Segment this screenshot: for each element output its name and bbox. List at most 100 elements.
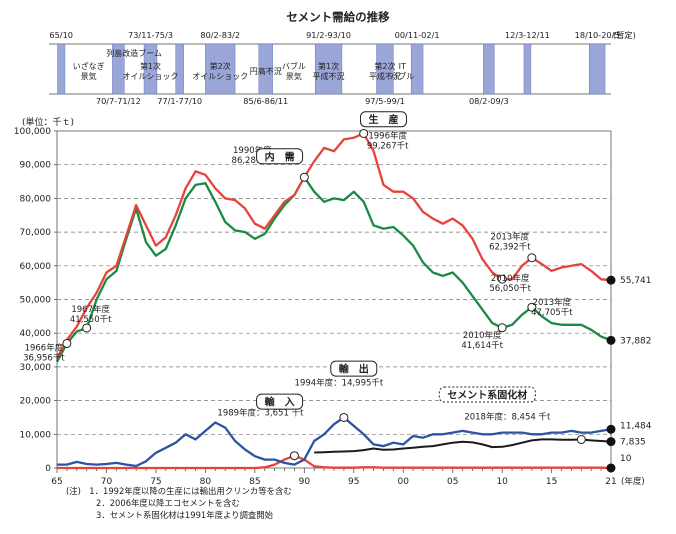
callout-label-line: 1967年度 [71, 304, 110, 315]
end-value-label: 10 [620, 454, 632, 464]
x-tick-label: 75 [150, 477, 161, 487]
recession-bar [175, 43, 184, 95]
series-tag-box [256, 393, 304, 410]
y-tick-label: 100,000 [14, 127, 51, 137]
callout-label: 2013年度 62,392千t [489, 232, 531, 253]
x-tick-label: 95 [348, 477, 359, 487]
recession-bar [258, 43, 273, 95]
callout-label: 1989年度：3,651 千t [217, 408, 304, 419]
recession-bar [410, 43, 424, 95]
chart-title: セメント需給の推移 [286, 10, 390, 24]
end-value-label: 7,835 [620, 438, 646, 448]
callout-label: 1996年度 99,267千t [367, 130, 409, 151]
series-tag-box [359, 111, 407, 128]
period-label: 列島改造ブーム [106, 48, 162, 58]
period-label-line: バブル [282, 61, 306, 71]
recession-top-label: 18/10-20/5 [575, 30, 620, 40]
callout-label-line: 1989年度：3,651 千t [217, 408, 304, 419]
series-tag-box [256, 148, 304, 165]
period-label: 第2次平成不況 [369, 61, 401, 81]
x-tick-label: 90 [299, 477, 311, 487]
period-label-line: 景気 [286, 71, 302, 81]
period-label-line: 平成不況 [369, 71, 401, 81]
callout-label-line: 56,050千t [489, 283, 531, 294]
recession-bar [523, 43, 532, 95]
callout-label-line: 1996年度 [368, 130, 407, 141]
y-tick-label: 70,000 [20, 228, 52, 238]
series-tag-box [438, 386, 536, 403]
series-line-0 [55, 132, 612, 360]
series-tag-label: 輸 入 [265, 396, 295, 409]
end-point-marker [606, 424, 616, 434]
footnote: 2．2006年度以降エコセメントを含む [96, 498, 240, 508]
recession-bar [143, 43, 158, 95]
footnote: (注) 1．1992年度以降の生産には輸出用クリンカ等を含む [66, 486, 292, 496]
provisional-label: (暫定) [613, 30, 636, 40]
y-tick-label: 10,000 [20, 430, 52, 440]
period-label: バブル景気 [282, 61, 306, 81]
period-label-line: オイルショック [122, 72, 178, 81]
recession-bottom-label: 70/7-71/12 [96, 96, 141, 106]
period-label: 第1次オイルショック [122, 61, 178, 81]
callout-marker [299, 172, 309, 182]
recession-bottom-label: 77/1-77/10 [157, 96, 202, 106]
callout-label-line: 41,550千t [70, 314, 112, 325]
y-tick-label: 80,000 [20, 194, 52, 204]
callout-label-line: 2013年度 [533, 297, 572, 308]
period-label: IT バブル [390, 62, 414, 81]
annotations: 55,741 37,882 11,484 7,835 10 1966年度 36,956千t 1… [23, 111, 652, 473]
period-label-line: IT [399, 62, 406, 71]
y-tick-label: 40,000 [20, 329, 52, 339]
callout-label-line: 86,286千t [232, 155, 274, 166]
footnote: 3．セメント系固化材は1991年度より調査開始 [96, 510, 274, 520]
series-line-2 [57, 416, 612, 468]
series-lines [55, 132, 612, 470]
callout-label-line: 2018年度：8,454 千t [464, 412, 551, 423]
recession-bar [57, 43, 66, 95]
period-label-line: 第1次 [318, 61, 339, 71]
end-point-marker [606, 463, 616, 473]
period-label-line: 景気 [81, 71, 97, 81]
callout-marker [576, 435, 586, 445]
end-point-marker [606, 275, 616, 285]
end-value-label: 55,741 [620, 276, 652, 286]
series-line-3 [57, 454, 612, 470]
callout-marker [497, 274, 507, 284]
recession-bar [112, 43, 125, 95]
timeline-band: 65/10 70/7-71/12 73/11-75/3 77/1-77/10 80/2-… [49, 30, 636, 106]
period-label-line: 第2次 [210, 61, 231, 71]
end-value-label: 11,484 [620, 421, 652, 431]
callout-label: 1966年度 36,956千t [23, 342, 65, 363]
callout-label: 2018年度：8,454 千t [464, 412, 551, 423]
callout-label-line: 1994年度：14,995千t [295, 377, 384, 388]
callout-label: 2013年度 47,705千t [531, 297, 573, 318]
y-tick-label: 30,000 [20, 363, 52, 373]
period-label-line: いざなぎ [73, 61, 105, 71]
y-tick-label: 90,000 [20, 161, 52, 171]
period-label: 第1次平成不況 [313, 61, 345, 81]
recession-bar [376, 43, 394, 95]
callout-marker [289, 451, 299, 461]
series-tag-label: 輸 出 [339, 363, 369, 376]
footnotes: (注) 1．1992年度以降の生産には輸出用クリンカ等を含む 2．2006年度以降… [66, 486, 292, 520]
callout-label-line: 41,614千t [461, 340, 503, 351]
y-tick-label: 0 [45, 464, 51, 474]
callout-marker [359, 128, 369, 138]
callout-marker [527, 302, 537, 312]
x-tick-label: 15 [546, 477, 557, 487]
callout-label-line: 2010年度 [491, 273, 530, 284]
recession-top-label: 80/2-83/2 [200, 30, 240, 40]
unit-label: (単位：千ｔ) [22, 116, 74, 128]
end-value-label: 37,882 [620, 336, 652, 346]
x-tick-label: 65 [51, 477, 62, 487]
recession-top-label: 65/10 [49, 30, 73, 40]
period-label-line: 第1次 [140, 61, 161, 71]
callout-label: 1990年度 86,286千t [232, 145, 274, 166]
recession-top-label: 00/11-02/1 [395, 30, 440, 40]
recession-bottom-label: 97/5-99/1 [365, 96, 405, 106]
y-tick-label: 20,000 [20, 397, 52, 407]
end-point-marker [606, 437, 616, 447]
x-axis: 65 70 75 80 85 90 95 00 05 10 15 21 (年度) [51, 468, 645, 487]
series-tag-label: 生 産 [368, 113, 398, 126]
callout-label: 2010年度 56,050千t [489, 273, 531, 294]
